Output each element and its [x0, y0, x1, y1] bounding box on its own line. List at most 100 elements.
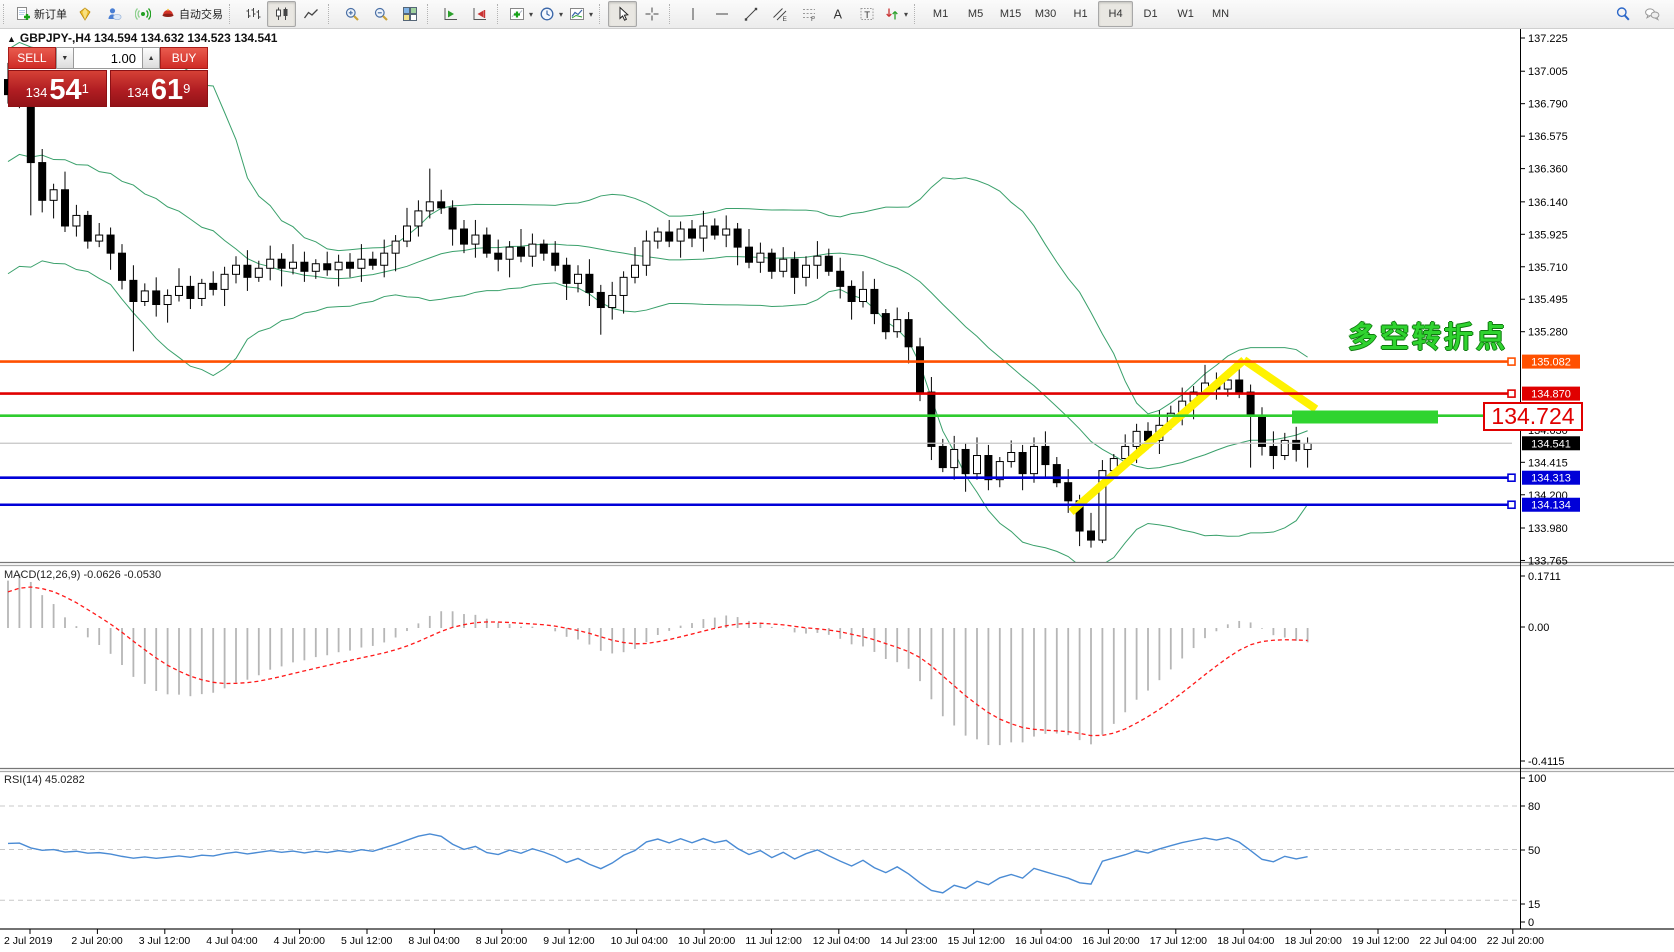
time-axis-label: 11 Jul 12:00	[745, 935, 802, 947]
zoom-in-button[interactable]	[337, 1, 366, 27]
toolbar-grip	[599, 4, 604, 24]
timeframe-m5[interactable]: M5	[967, 8, 984, 20]
time-axis-label: 18 Jul 04:00	[1217, 935, 1274, 947]
candle-body	[49, 189, 58, 201]
vertical-line-button[interactable]	[678, 1, 707, 27]
line-endpoint-marker[interactable]	[1507, 500, 1516, 510]
rsi-axis-label: 80	[1528, 801, 1540, 813]
volume-decrease-button[interactable]: ▼	[55, 47, 74, 69]
text-button[interactable]: A	[823, 1, 852, 27]
volume-input[interactable]	[74, 47, 142, 69]
line-endpoint-marker[interactable]	[1507, 389, 1516, 398]
candle-body	[414, 210, 423, 227]
periods-button[interactable]: ▾	[536, 1, 566, 27]
signal-button[interactable]	[128, 1, 157, 27]
candle-body	[277, 258, 286, 269]
fibonacci-button[interactable]: F	[794, 1, 823, 27]
auto-scroll-button[interactable]	[436, 1, 465, 27]
zoom-out-icon	[374, 7, 388, 21]
fibonacci-icon: F	[802, 9, 815, 22]
cursor-button[interactable]	[608, 1, 638, 27]
yellow-trendline-object[interactable]	[1068, 356, 1247, 516]
indicators-button[interactable]: ▾	[506, 1, 536, 27]
yellow-trendline-object[interactable]	[1241, 356, 1319, 413]
symbol-info[interactable]: ▲ GBPJPY-,H4 134.594 134.632 134.523 134.…	[7, 31, 278, 45]
timeframe-d1[interactable]: D1	[1143, 8, 1158, 20]
price-axis-label: 135.710	[1528, 262, 1568, 274]
tile-windows-icon	[402, 7, 417, 21]
time-axis-label: 4 Jul 04:00	[206, 935, 258, 947]
candle-body	[995, 461, 1004, 481]
rsi-plot-area[interactable]	[0, 805, 1520, 901]
indicators-icon	[510, 8, 524, 20]
tile-windows-button[interactable]	[395, 1, 424, 27]
sell-price-tile[interactable]: 134 54 1	[8, 70, 107, 107]
timeframe-h4[interactable]: H4	[1098, 1, 1134, 27]
chat-button[interactable]	[1637, 1, 1666, 27]
price-axis-label: 133.765	[1528, 555, 1568, 567]
candle-body	[368, 258, 377, 266]
profile-button[interactable]	[99, 1, 128, 27]
volume-increase-button[interactable]: ▲	[142, 47, 161, 69]
arrows-button[interactable]: ▾	[881, 1, 911, 27]
candle-body	[973, 455, 981, 475]
candle-body	[118, 252, 126, 281]
sell-button[interactable]: SELL	[8, 47, 56, 69]
pivot-annotation-text[interactable]: 多空转折点	[1348, 322, 1509, 354]
search-button[interactable]	[1608, 1, 1637, 27]
channel-button[interactable]: E	[765, 1, 794, 27]
price-callout-label[interactable]: 134.724	[1483, 402, 1583, 431]
candle-body	[209, 282, 218, 290]
line-chart-type-button[interactable]	[296, 1, 325, 27]
candlestick-type-button[interactable]	[267, 1, 296, 27]
horizontal-line-button[interactable]	[707, 1, 736, 27]
arrows-icon	[886, 8, 898, 20]
gem-button[interactable]	[70, 1, 99, 27]
candle-body	[1064, 482, 1073, 502]
new-order-button[interactable]: 新订单	[12, 1, 70, 27]
template-button[interactable]: ▾	[566, 1, 596, 27]
candle-body	[1269, 445, 1278, 457]
price-axis-label: 136.575	[1528, 131, 1568, 143]
candle-body	[186, 285, 195, 299]
timeframe-m1[interactable]: M1	[932, 8, 949, 20]
candle-body	[437, 201, 446, 209]
candle-body	[1087, 530, 1095, 541]
timeframe-m30[interactable]: M30	[1034, 8, 1057, 20]
candle-body	[175, 285, 183, 296]
candle-body	[482, 234, 491, 254]
buy-price-tile[interactable]: 134 61 9	[109, 70, 208, 107]
macd-axis-label: 0.00	[1528, 622, 1549, 634]
text-label-button[interactable]: T	[852, 1, 881, 27]
crosshair-button[interactable]	[637, 1, 666, 27]
bollinger-middle-band	[7, 153, 1308, 470]
candle-body	[950, 448, 959, 469]
candle-body	[460, 228, 468, 245]
macd-plot-area[interactable]	[7, 573, 1309, 746]
trendline-button[interactable]	[736, 1, 765, 27]
zoom-out-button[interactable]	[366, 1, 395, 27]
timeframe-w1[interactable]: W1	[1177, 8, 1194, 20]
auto-trading-button[interactable]: 自动交易	[157, 1, 226, 27]
timeframe-mn[interactable]: MN	[1212, 8, 1230, 20]
green-highlight-bar-object[interactable]	[1292, 410, 1438, 424]
bar-chart-type-button[interactable]	[238, 1, 267, 27]
candle-body	[425, 201, 434, 212]
candle-body	[266, 258, 275, 269]
chart-shift-button[interactable]	[465, 1, 494, 27]
line-endpoint-marker[interactable]	[1507, 473, 1516, 483]
buy-button[interactable]: BUY	[160, 47, 208, 69]
candle-body	[72, 214, 81, 227]
candle-body	[129, 279, 138, 302]
chart-background[interactable]	[0, 28, 1674, 952]
line-endpoint-marker[interactable]	[1507, 357, 1516, 366]
collapse-triangle-icon[interactable]: ▲	[7, 34, 16, 44]
candle-body	[1280, 439, 1289, 457]
line-chart-type-icon	[303, 9, 318, 19]
time-axis-label: 8 Jul 04:00	[408, 935, 460, 947]
timeframe-m15[interactable]: M15	[999, 8, 1022, 20]
candle-body	[847, 285, 856, 302]
candle-body	[1121, 445, 1130, 460]
timeframe-h1[interactable]: H1	[1073, 8, 1088, 20]
